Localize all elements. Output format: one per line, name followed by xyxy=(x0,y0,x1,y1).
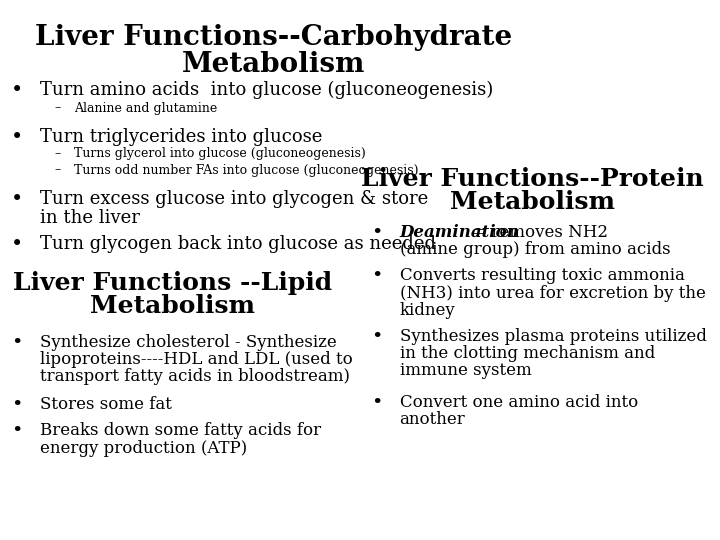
Text: Liver Functions--Protein: Liver Functions--Protein xyxy=(361,167,704,191)
Text: –: – xyxy=(54,147,60,160)
Text: Turns odd number FAs into glucose (gluconeogenesis): Turns odd number FAs into glucose (gluco… xyxy=(74,164,418,177)
Text: •: • xyxy=(11,334,22,352)
Text: •: • xyxy=(11,235,23,254)
Text: lipoproteins----HDL and LDL (used to: lipoproteins----HDL and LDL (used to xyxy=(40,351,352,368)
Text: in the clotting mechanism and: in the clotting mechanism and xyxy=(400,345,655,362)
Text: •: • xyxy=(371,224,382,242)
Text: Turn amino acids  into glucose (gluconeogenesis): Turn amino acids into glucose (gluconeog… xyxy=(40,81,493,99)
Text: Turn excess glucose into glycogen & store: Turn excess glucose into glycogen & stor… xyxy=(40,190,428,208)
Text: (amine group) from amino acids: (amine group) from amino acids xyxy=(400,241,670,258)
Text: Alanine and glutamine: Alanine and glutamine xyxy=(74,102,217,114)
Text: = removes NH2: = removes NH2 xyxy=(467,224,608,241)
Text: kidney: kidney xyxy=(400,302,455,319)
Text: Turns glycerol into glucose (gluconeogenesis): Turns glycerol into glucose (gluconeogen… xyxy=(74,147,366,160)
Text: •: • xyxy=(371,328,382,346)
Text: •: • xyxy=(11,396,22,414)
Text: Metabolism: Metabolism xyxy=(90,294,256,318)
Text: Deamination: Deamination xyxy=(400,224,519,241)
Text: Metabolism: Metabolism xyxy=(450,190,616,214)
Text: Converts resulting toxic ammonia: Converts resulting toxic ammonia xyxy=(400,267,685,284)
Text: •: • xyxy=(11,128,23,147)
Text: •: • xyxy=(11,190,23,209)
Text: Liver Functions--Carbohydrate: Liver Functions--Carbohydrate xyxy=(35,24,512,51)
Text: Turn glycogen back into glucose as needed: Turn glycogen back into glucose as neede… xyxy=(40,235,436,253)
Text: immune system: immune system xyxy=(400,362,531,379)
Text: •: • xyxy=(371,394,382,412)
Text: •: • xyxy=(11,422,22,440)
Text: •: • xyxy=(371,267,382,285)
Text: Convert one amino acid into: Convert one amino acid into xyxy=(400,394,638,411)
Text: Synthesize cholesterol - Synthesize: Synthesize cholesterol - Synthesize xyxy=(40,334,336,350)
Text: energy production (ATP): energy production (ATP) xyxy=(40,440,247,456)
Text: •: • xyxy=(11,81,23,100)
Text: transport fatty acids in bloodstream): transport fatty acids in bloodstream) xyxy=(40,368,350,385)
Text: –: – xyxy=(54,164,60,177)
Text: Synthesizes plasma proteins utilized: Synthesizes plasma proteins utilized xyxy=(400,328,706,345)
Text: Breaks down some fatty acids for: Breaks down some fatty acids for xyxy=(40,422,320,439)
Text: Turn triglycerides into glucose: Turn triglycerides into glucose xyxy=(40,128,322,146)
Text: in the liver: in the liver xyxy=(40,209,140,227)
Text: Liver Functions --Lipid: Liver Functions --Lipid xyxy=(13,271,333,295)
Text: –: – xyxy=(54,102,60,114)
Text: another: another xyxy=(400,411,465,428)
Text: Stores some fat: Stores some fat xyxy=(40,396,171,413)
Text: (NH3) into urea for excretion by the: (NH3) into urea for excretion by the xyxy=(400,285,706,301)
Text: Metabolism: Metabolism xyxy=(182,51,365,78)
